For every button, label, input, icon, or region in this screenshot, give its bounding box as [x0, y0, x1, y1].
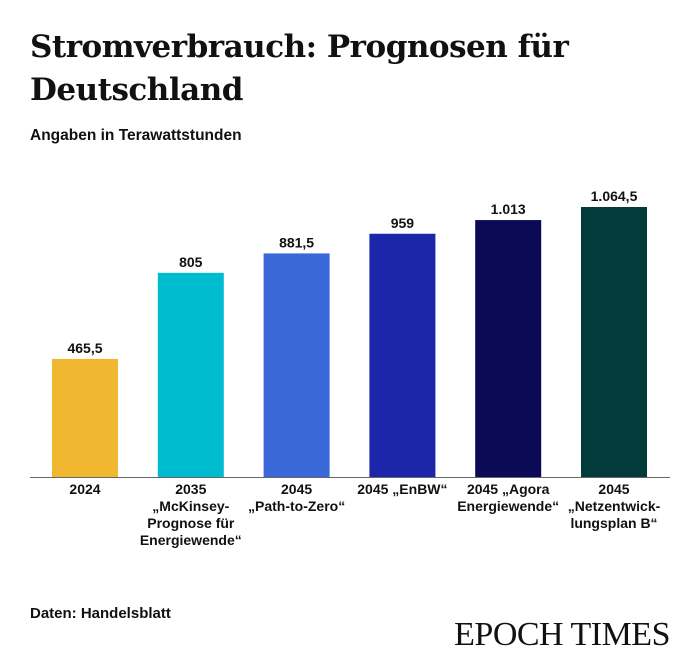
category-label: 2045 „Netzentwick- lungsplan B“ [567, 481, 661, 531]
source-note: Daten: Handelsblatt [30, 605, 171, 622]
bar [369, 233, 436, 477]
value-label: 465,5 [67, 340, 102, 356]
bar [157, 272, 224, 477]
category-label: 2035 „McKinsey- Prognose für Energiewend… [139, 481, 242, 548]
value-label: 1.013 [491, 201, 526, 217]
value-label: 881,5 [279, 234, 314, 250]
value-label: 959 [391, 215, 415, 231]
bar [52, 358, 118, 477]
category-label: 2045 „Path-to-Zero“ [247, 481, 346, 514]
value-label: 805 [179, 254, 203, 270]
value-label: 1.064,5 [591, 188, 638, 204]
chart-subtitle: Angaben in Terawattstunden [30, 127, 242, 144]
bar [581, 207, 647, 477]
bar [475, 220, 542, 477]
category-label: 2024 [69, 481, 101, 497]
category-label: 2045 „Agora Energiewende“ [457, 481, 560, 514]
bar [263, 253, 330, 477]
chart-title: Stromverbrauch: Prognosen für Deutschlan… [30, 29, 569, 108]
category-label: 2045 „EnBW“ [357, 481, 448, 497]
epoch-times-logo: EPOCH TIMES [454, 616, 670, 653]
